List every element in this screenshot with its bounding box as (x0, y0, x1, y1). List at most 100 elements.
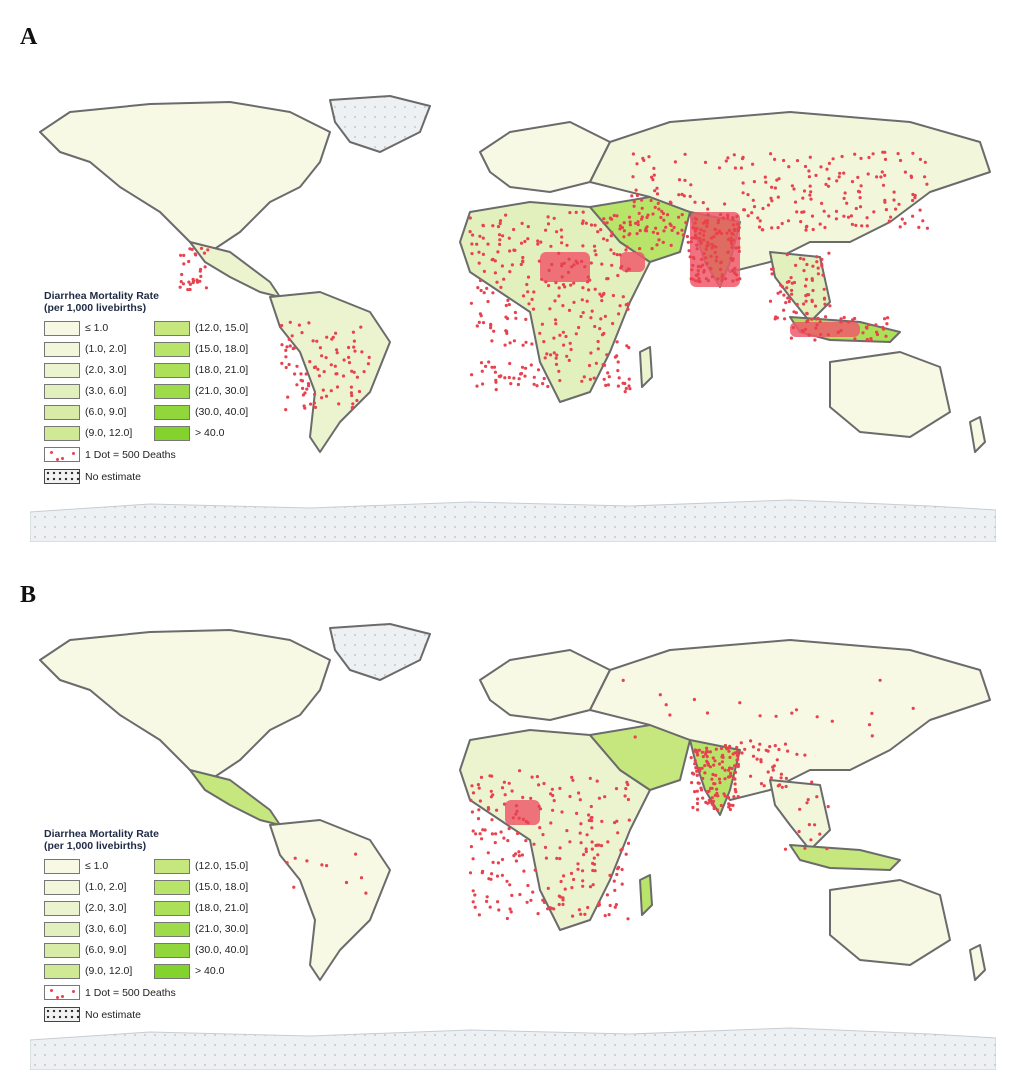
death-dot (312, 365, 317, 370)
death-dot (543, 845, 548, 849)
death-dot (869, 338, 873, 342)
legend-a: Diarrhea Mortality Rate (per 1,000 liveb… (44, 290, 264, 485)
death-dot (867, 723, 872, 727)
death-dot (633, 735, 637, 739)
death-dot (588, 278, 592, 282)
death-dot (572, 263, 576, 267)
death-dot (758, 714, 762, 718)
death-dot (560, 241, 564, 245)
death-dot (498, 375, 502, 379)
death-dot (487, 807, 491, 811)
death-dot (599, 228, 603, 232)
death-dot (350, 393, 354, 398)
death-dot (706, 762, 710, 766)
death-dot (871, 152, 875, 156)
death-dot (803, 327, 808, 331)
death-dot (720, 766, 725, 770)
death-dot (771, 765, 775, 769)
panel-label-b: B (20, 582, 37, 608)
death-dot (618, 227, 622, 231)
death-dot (704, 277, 709, 281)
death-dot (565, 829, 569, 833)
death-dot (750, 211, 754, 215)
death-dot (188, 287, 192, 292)
death-dot (693, 229, 698, 233)
death-dot (693, 233, 698, 237)
death-dot (752, 205, 757, 209)
death-dot (617, 312, 621, 316)
legend-swatch (44, 942, 80, 958)
death-dot (497, 908, 501, 912)
death-dot (616, 384, 621, 388)
death-dot (726, 156, 730, 160)
death-dot (582, 375, 586, 379)
death-dot (861, 331, 865, 335)
death-dot (680, 213, 684, 217)
death-dot (731, 803, 735, 807)
dot-label: 1 Dot = 500 Deaths (85, 448, 176, 461)
death-dot (713, 759, 717, 763)
death-dot (815, 795, 819, 799)
legend-bin: > 40.0 (154, 425, 264, 441)
death-dot (706, 279, 711, 283)
death-dot (714, 747, 718, 751)
death-dot (716, 231, 720, 235)
death-dot (777, 747, 781, 752)
death-dot (579, 841, 583, 845)
death-dot (353, 349, 357, 353)
death-dot (470, 252, 474, 256)
death-dot (735, 745, 739, 750)
death-dot (708, 750, 713, 754)
death-dot (554, 356, 558, 360)
death-dot (544, 228, 548, 232)
death-dot (766, 203, 771, 207)
death-dot (568, 840, 572, 844)
death-dot (803, 753, 807, 757)
death-dot (547, 284, 551, 288)
death-dot (621, 678, 625, 682)
death-dot (785, 253, 789, 257)
death-dot (870, 711, 874, 715)
death-dot (544, 856, 549, 860)
death-dot (802, 269, 806, 273)
legend-swatch (44, 858, 80, 874)
death-dot (367, 355, 371, 359)
death-dot (649, 198, 653, 203)
death-dot (713, 227, 717, 231)
death-dot (508, 907, 512, 911)
death-dot (705, 755, 709, 759)
legend-bins: ≤ 1.0 (12.0, 15.0] (1.0, 2.0] (15.0, 18.0] (… (44, 858, 264, 979)
death-dot (804, 228, 808, 232)
death-dot (887, 219, 891, 223)
death-dot (823, 225, 827, 230)
legend-bin: (2.0, 3.0] (44, 900, 154, 916)
death-dot (860, 224, 864, 228)
death-dot (498, 238, 502, 242)
death-dot (559, 879, 563, 884)
death-dot (804, 294, 808, 298)
death-dot (504, 213, 508, 217)
death-dot (827, 177, 831, 181)
death-dot (512, 227, 516, 232)
death-dot (550, 906, 554, 910)
death-dot (881, 183, 886, 187)
death-dot (731, 238, 736, 242)
death-dot (637, 211, 641, 215)
death-dot (703, 219, 707, 223)
death-dot (764, 180, 768, 184)
death-dot (496, 861, 500, 865)
death-dot (770, 185, 774, 189)
death-dot (701, 776, 705, 781)
death-dot (759, 782, 764, 786)
death-dot (734, 246, 738, 250)
death-dot (623, 390, 627, 394)
death-dot (615, 253, 619, 257)
death-dot (621, 295, 625, 299)
death-dot (585, 280, 590, 284)
death-dot (541, 898, 545, 902)
death-dot (843, 191, 847, 195)
death-dot (366, 362, 370, 366)
death-dot (858, 205, 863, 209)
death-dot (839, 317, 843, 321)
death-dot (693, 236, 697, 240)
